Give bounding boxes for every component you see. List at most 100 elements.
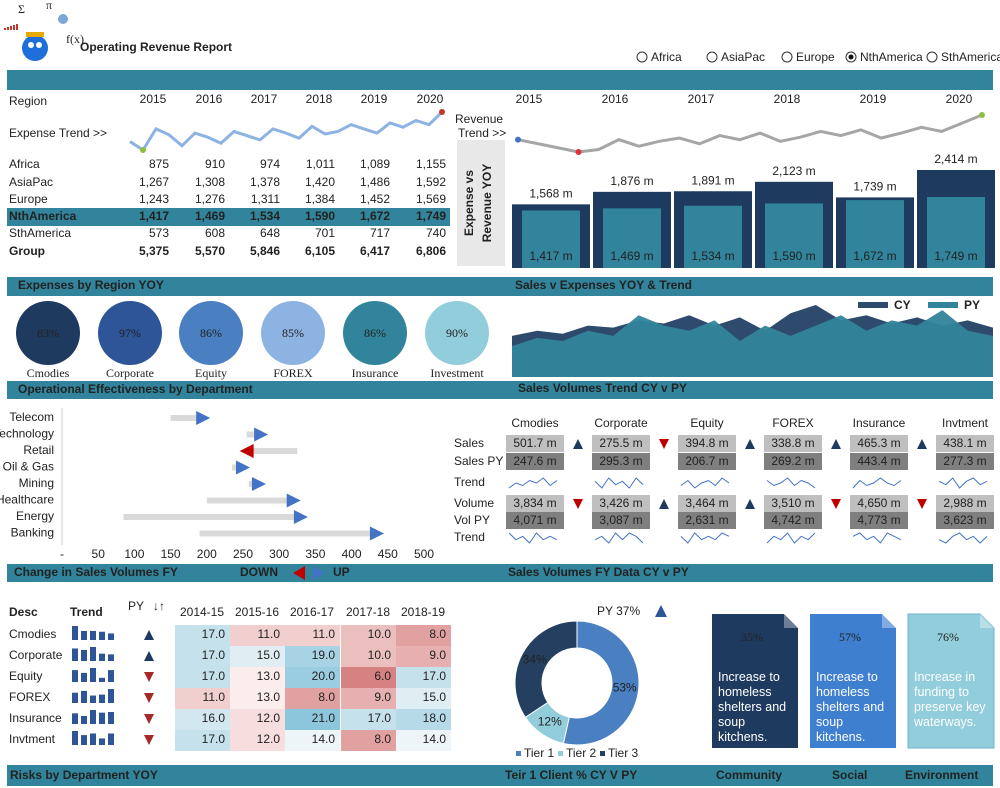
- signal-icon: [4, 28, 6, 30]
- value-cell: [678, 495, 736, 512]
- section-title: UP: [333, 565, 350, 579]
- trend-sparkline: [508, 477, 558, 489]
- change-indicator: [745, 499, 755, 509]
- trend-sparkline: [938, 532, 988, 544]
- trend-sparkline: [766, 477, 816, 489]
- department-label: Healthcare: [0, 493, 54, 507]
- radio-button[interactable]: [781, 51, 793, 63]
- heat-value: 11.0: [203, 690, 226, 704]
- circle-value: 97%: [119, 326, 141, 340]
- radio-button[interactable]: [926, 51, 938, 63]
- legend-label: Tier 1: [524, 746, 555, 760]
- section-title: Sales v Expenses YOY & Trend: [515, 278, 692, 292]
- table-cell: 875: [149, 157, 169, 171]
- circle-name: Investment: [430, 366, 484, 380]
- signal-icon: [16, 24, 18, 30]
- card-description: Increase to homeless shelters and soup k…: [816, 670, 885, 744]
- vertical-axis-label: Expense vs: [462, 170, 476, 236]
- heat-cell: [175, 709, 230, 730]
- trend-mini-bar: [99, 677, 105, 682]
- section-title: Social: [832, 768, 867, 782]
- cell-value: 501.7 m: [513, 436, 556, 450]
- heat-cell: [341, 646, 396, 667]
- cell-value: 3,426 m: [599, 496, 642, 510]
- row-label: SthAmerica: [9, 226, 71, 240]
- trend-mini-bar: [90, 647, 96, 661]
- trend-label: Revenue: [455, 112, 503, 126]
- trend-mini-bar: [81, 690, 87, 703]
- expense-label: 1,749 m: [934, 249, 977, 263]
- year-header: 2015: [516, 92, 543, 106]
- card-fold: [784, 614, 798, 628]
- table-cell: 1,469: [195, 209, 225, 223]
- heat-cell: [230, 688, 285, 709]
- year-header: 2017-18: [346, 605, 390, 619]
- expense-label: 1,672 m: [853, 249, 896, 263]
- donut-title: PY 37%: [597, 604, 640, 618]
- info-card: [712, 614, 798, 748]
- heat-value: 17.0: [202, 627, 226, 641]
- selected-row-highlight: [7, 208, 450, 226]
- department-label: Oil & Gas: [3, 460, 54, 474]
- range-bar: [123, 514, 301, 520]
- row-label: Invtment: [9, 732, 56, 746]
- heat-cell: [175, 730, 230, 751]
- cell-value: 277.3 m: [943, 454, 986, 468]
- legend-swatch: [516, 751, 521, 756]
- trend-marker: [575, 149, 582, 155]
- section-band: [7, 765, 993, 786]
- column-header: FOREX: [772, 416, 813, 430]
- report-title: Operating Revenue Report: [80, 40, 232, 54]
- heat-value: 9.0: [374, 690, 391, 704]
- section-title: Operational Effectiveness by Department: [18, 382, 253, 396]
- heat-value: 16.0: [202, 711, 226, 725]
- change-arrow: [254, 427, 269, 442]
- trend-mini-bar: [72, 713, 78, 724]
- change-indicator: [659, 499, 669, 509]
- heat-cell: [396, 667, 451, 688]
- trend-mini-bar: [99, 738, 105, 745]
- change-indicator: [917, 439, 927, 449]
- table-cell: 1,672: [360, 209, 390, 223]
- radio-button[interactable]: [636, 51, 648, 63]
- value-cell: [678, 453, 736, 470]
- year-header: 2018: [306, 92, 333, 106]
- heat-value: 8.0: [374, 732, 391, 746]
- heat-value: 20.0: [312, 669, 336, 683]
- cell-value: 3,510 m: [771, 496, 814, 510]
- heat-value: 15.0: [423, 690, 447, 704]
- trend-sparkline: [508, 532, 558, 544]
- heat-value: 13.0: [257, 690, 281, 704]
- up-arrow: [313, 566, 325, 580]
- cell-value: 2,631 m: [685, 513, 728, 527]
- revenue-label: 2,414 m: [934, 152, 977, 166]
- table-cell: 5,375: [139, 244, 169, 258]
- radio-button[interactable]: [706, 51, 718, 63]
- expense-circle: [179, 301, 243, 365]
- change-indicator: [573, 499, 583, 509]
- cell-value: 443.4 m: [857, 454, 900, 468]
- card-description: Increase to homeless shelters and soup k…: [718, 670, 787, 744]
- circle-value: 86%: [200, 326, 222, 340]
- value-cell: [592, 512, 650, 529]
- value-cell: [678, 512, 736, 529]
- row-label: FOREX: [9, 690, 50, 704]
- heat-cell: [230, 646, 285, 667]
- direction-arrow: [144, 693, 154, 703]
- heat-value: 8.0: [318, 690, 335, 704]
- value-cell: [850, 495, 908, 512]
- year-header: 2015-16: [235, 605, 279, 619]
- expense-trend-line: [129, 110, 444, 153]
- department-label: Mining: [19, 476, 54, 490]
- table-cell: 5,846: [250, 244, 280, 258]
- change-indicator: [831, 499, 841, 509]
- trend-sparkline: [938, 477, 988, 489]
- cell-value: 4,742 m: [771, 513, 814, 527]
- heat-cell: [230, 625, 285, 646]
- table-cell: 717: [370, 226, 390, 240]
- revenue-label: 1,891 m: [691, 173, 734, 187]
- trend-mini-bar: [81, 672, 87, 682]
- axis-label-box: [457, 140, 505, 266]
- trend-mini-bar: [90, 710, 96, 724]
